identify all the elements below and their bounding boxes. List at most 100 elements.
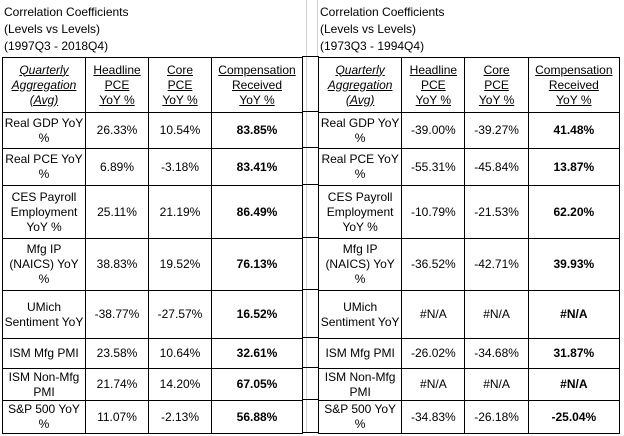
headline-pce-value[interactable]: -10.79% [401, 185, 466, 239]
core-pce-value[interactable]: 10.64% [148, 338, 212, 369]
compensation-value[interactable]: 31.87% [527, 338, 621, 369]
correlation-table: Quarterly Aggregation (Avg) Headline PCE… [317, 57, 621, 434]
headline-pce-value[interactable]: -34.83% [401, 400, 466, 434]
table-title: Correlation Coefficients (Levels vs Leve… [2, 0, 302, 55]
headline-pce-value[interactable]: -36.52% [401, 238, 466, 291]
row-label[interactable]: ISM Non-Mfg PMI [2, 368, 86, 401]
correlation-table-1997-2018: Correlation Coefficients (Levels vs Leve… [2, 0, 303, 434]
table-row: CES Payroll Employment YoY % 25.11% 21.1… [2, 185, 303, 239]
row-label[interactable]: CES Payroll Employment YoY % [2, 185, 86, 239]
row-label[interactable]: ISM Non-Mfg PMI [317, 368, 403, 401]
table-row: Real GDP YoY % -39.00% -39.27% 41.48% [317, 112, 621, 149]
core-pce-value[interactable]: -45.84% [464, 148, 529, 186]
header-row: Quarterly Aggregation (Avg) Headline PCE… [2, 57, 303, 113]
title-line: (Levels vs Levels) [320, 22, 417, 36]
grid-line-horizontal [302, 432, 319, 433]
compensation-value[interactable]: #N/A [527, 368, 621, 401]
core-pce-value[interactable]: -27.57% [148, 290, 212, 339]
title-line: (Levels vs Levels) [4, 22, 101, 36]
core-pce-value[interactable]: -42.71% [464, 238, 529, 291]
compensation-value[interactable]: 83.85% [211, 112, 303, 149]
core-pce-value[interactable]: -34.68% [464, 338, 529, 369]
row-label[interactable]: ISM Mfg PMI [2, 338, 86, 369]
grid-line-vertical [317, 0, 318, 57]
core-pce-value[interactable]: 21.19% [148, 185, 212, 239]
row-label[interactable]: UMich Sentiment YoY [317, 290, 403, 339]
title-line: (1997Q3 - 2018Q4) [4, 39, 109, 53]
row-label[interactable]: CES Payroll Employment YoY % [317, 185, 403, 239]
compensation-value[interactable]: 32.61% [211, 338, 303, 369]
title-line: (1973Q3 - 1994Q4) [320, 39, 425, 53]
core-pce-value[interactable]: -26.18% [464, 400, 529, 434]
core-pce-value[interactable]: 10.54% [148, 112, 212, 149]
row-label[interactable]: Real PCE YoY % [317, 148, 403, 186]
row-label[interactable]: S&P 500 YoY % [317, 400, 403, 434]
header-compensation-received[interactable]: Compensation Received YoY % [211, 57, 303, 113]
grid-line-horizontal [302, 184, 319, 185]
header-row: Quarterly Aggregation (Avg) Headline PCE… [317, 57, 621, 113]
row-label[interactable]: Mfg IP (NAICS) YoY % [2, 238, 86, 291]
row-label[interactable]: ISM Mfg PMI [317, 338, 403, 369]
compensation-value[interactable]: 39.93% [527, 238, 621, 291]
grid-line-horizontal [302, 399, 319, 400]
headline-pce-value[interactable]: 26.33% [85, 112, 149, 149]
table-row: ISM Mfg PMI -26.02% -34.68% 31.87% [317, 338, 621, 369]
header-compensation-received[interactable]: Compensation Received YoY % [527, 57, 621, 113]
headline-pce-value[interactable]: 21.74% [85, 368, 149, 401]
compensation-value[interactable]: 76.13% [211, 238, 303, 291]
row-label[interactable]: S&P 500 YoY % [2, 400, 86, 434]
header-headline-pce[interactable]: Headline PCE YoY % [85, 57, 149, 113]
table-row: ISM Non-Mfg PMI 21.74% 14.20% 67.05% [2, 368, 303, 401]
core-pce-value[interactable]: 19.52% [148, 238, 212, 291]
compensation-value[interactable]: #N/A [527, 290, 621, 339]
row-label[interactable]: UMich Sentiment YoY [2, 290, 86, 339]
headline-pce-value[interactable]: -39.00% [401, 112, 466, 149]
header-quarterly-aggregation[interactable]: Quarterly Aggregation (Avg) [317, 57, 403, 113]
grid-line-horizontal [302, 237, 319, 238]
headline-pce-value[interactable]: -38.77% [85, 290, 149, 339]
compensation-value[interactable]: -25.04% [527, 400, 621, 434]
headline-pce-value[interactable]: 6.89% [85, 148, 149, 186]
header-headline-pce[interactable]: Headline PCE YoY % [401, 57, 466, 113]
headline-pce-value[interactable]: 25.11% [85, 185, 149, 239]
core-pce-value[interactable]: 14.20% [148, 368, 212, 401]
correlation-table: Quarterly Aggregation (Avg) Headline PCE… [2, 57, 303, 434]
core-pce-value[interactable]: #N/A [464, 368, 529, 401]
headline-pce-value[interactable]: 23.58% [85, 338, 149, 369]
table-row: ISM Non-Mfg PMI #N/A #N/A #N/A [317, 368, 621, 401]
row-label[interactable]: Real GDP YoY % [2, 112, 86, 149]
headline-pce-value[interactable]: -26.02% [401, 338, 466, 369]
headline-pce-value[interactable]: -55.31% [401, 148, 466, 186]
compensation-value[interactable]: 83.41% [211, 148, 303, 186]
compensation-value[interactable]: 13.87% [527, 148, 621, 186]
compensation-value[interactable]: 56.88% [211, 400, 303, 434]
table-title: Correlation Coefficients (Levels vs Leve… [318, 0, 620, 55]
core-pce-value[interactable]: -21.53% [464, 185, 529, 239]
grid-line-horizontal [302, 56, 319, 57]
compensation-value[interactable]: 62.20% [527, 185, 621, 239]
compensation-value[interactable]: 41.48% [527, 112, 621, 149]
headline-pce-value[interactable]: 11.07% [85, 400, 149, 434]
header-core-pce[interactable]: Core PCE YoY % [148, 57, 212, 113]
row-label[interactable]: Mfg IP (NAICS) YoY % [317, 238, 403, 291]
core-pce-value[interactable]: -39.27% [464, 112, 529, 149]
grid-line-horizontal [302, 147, 319, 148]
core-pce-value[interactable]: -3.18% [148, 148, 212, 186]
compensation-value[interactable]: 16.52% [211, 290, 303, 339]
table-row: Mfg IP (NAICS) YoY % 38.83% 19.52% 76.13… [2, 238, 303, 291]
core-pce-value[interactable]: #N/A [464, 290, 529, 339]
headline-pce-value[interactable]: 38.83% [85, 238, 149, 291]
headline-pce-value[interactable]: #N/A [401, 368, 466, 401]
compensation-value[interactable]: 86.49% [211, 185, 303, 239]
compensation-value[interactable]: 67.05% [211, 368, 303, 401]
table-row: S&P 500 YoY % 11.07% -2.13% 56.88% [2, 400, 303, 434]
row-label[interactable]: Real PCE YoY % [2, 148, 86, 186]
row-label[interactable]: Real GDP YoY % [317, 112, 403, 149]
core-pce-value[interactable]: -2.13% [148, 400, 212, 434]
header-quarterly-aggregation[interactable]: Quarterly Aggregation (Avg) [2, 57, 86, 113]
table-row: UMich Sentiment YoY -38.77% -27.57% 16.5… [2, 290, 303, 339]
grid-line-horizontal [302, 289, 319, 290]
headline-pce-value[interactable]: #N/A [401, 290, 466, 339]
header-core-pce[interactable]: Core PCE YoY % [464, 57, 529, 113]
